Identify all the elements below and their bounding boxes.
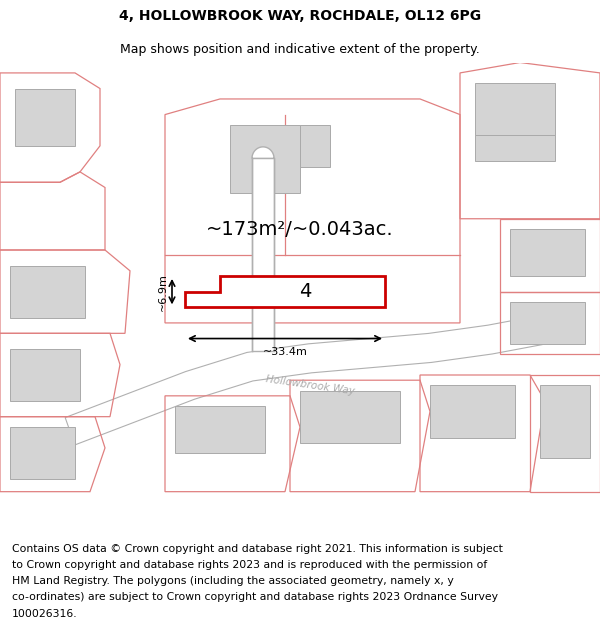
Text: co-ordinates) are subject to Crown copyright and database rights 2023 Ordnance S: co-ordinates) are subject to Crown copyr…	[12, 592, 498, 602]
Polygon shape	[65, 316, 542, 445]
Text: Map shows position and indicative extent of the property.: Map shows position and indicative extent…	[120, 44, 480, 56]
Polygon shape	[300, 125, 330, 167]
Polygon shape	[15, 89, 75, 146]
Text: 4, HOLLOWBROOK WAY, ROCHDALE, OL12 6PG: 4, HOLLOWBROOK WAY, ROCHDALE, OL12 6PG	[119, 9, 481, 22]
Text: Contains OS data © Crown copyright and database right 2021. This information is : Contains OS data © Crown copyright and d…	[12, 544, 503, 554]
Text: to Crown copyright and database rights 2023 and is reproduced with the permissio: to Crown copyright and database rights 2…	[12, 560, 487, 570]
Text: ~173m²/~0.043ac.: ~173m²/~0.043ac.	[206, 219, 394, 239]
Polygon shape	[430, 386, 515, 438]
Polygon shape	[175, 406, 265, 453]
Text: 4: 4	[299, 282, 311, 301]
Polygon shape	[252, 147, 274, 158]
Polygon shape	[540, 386, 590, 458]
Polygon shape	[10, 266, 85, 318]
Text: 100026316.: 100026316.	[12, 609, 77, 619]
Polygon shape	[475, 136, 555, 161]
Polygon shape	[300, 391, 400, 442]
Text: ~33.4m: ~33.4m	[263, 347, 307, 357]
Text: Hollowbrook Way: Hollowbrook Way	[265, 374, 355, 397]
Polygon shape	[510, 302, 585, 344]
Polygon shape	[510, 229, 585, 276]
Polygon shape	[10, 349, 80, 401]
Polygon shape	[252, 158, 274, 351]
Polygon shape	[10, 427, 75, 479]
Text: HM Land Registry. The polygons (including the associated geometry, namely x, y: HM Land Registry. The polygons (includin…	[12, 576, 454, 586]
Polygon shape	[475, 83, 555, 136]
Polygon shape	[230, 125, 300, 192]
Polygon shape	[185, 276, 385, 308]
Text: ~6.9m: ~6.9m	[158, 272, 168, 311]
